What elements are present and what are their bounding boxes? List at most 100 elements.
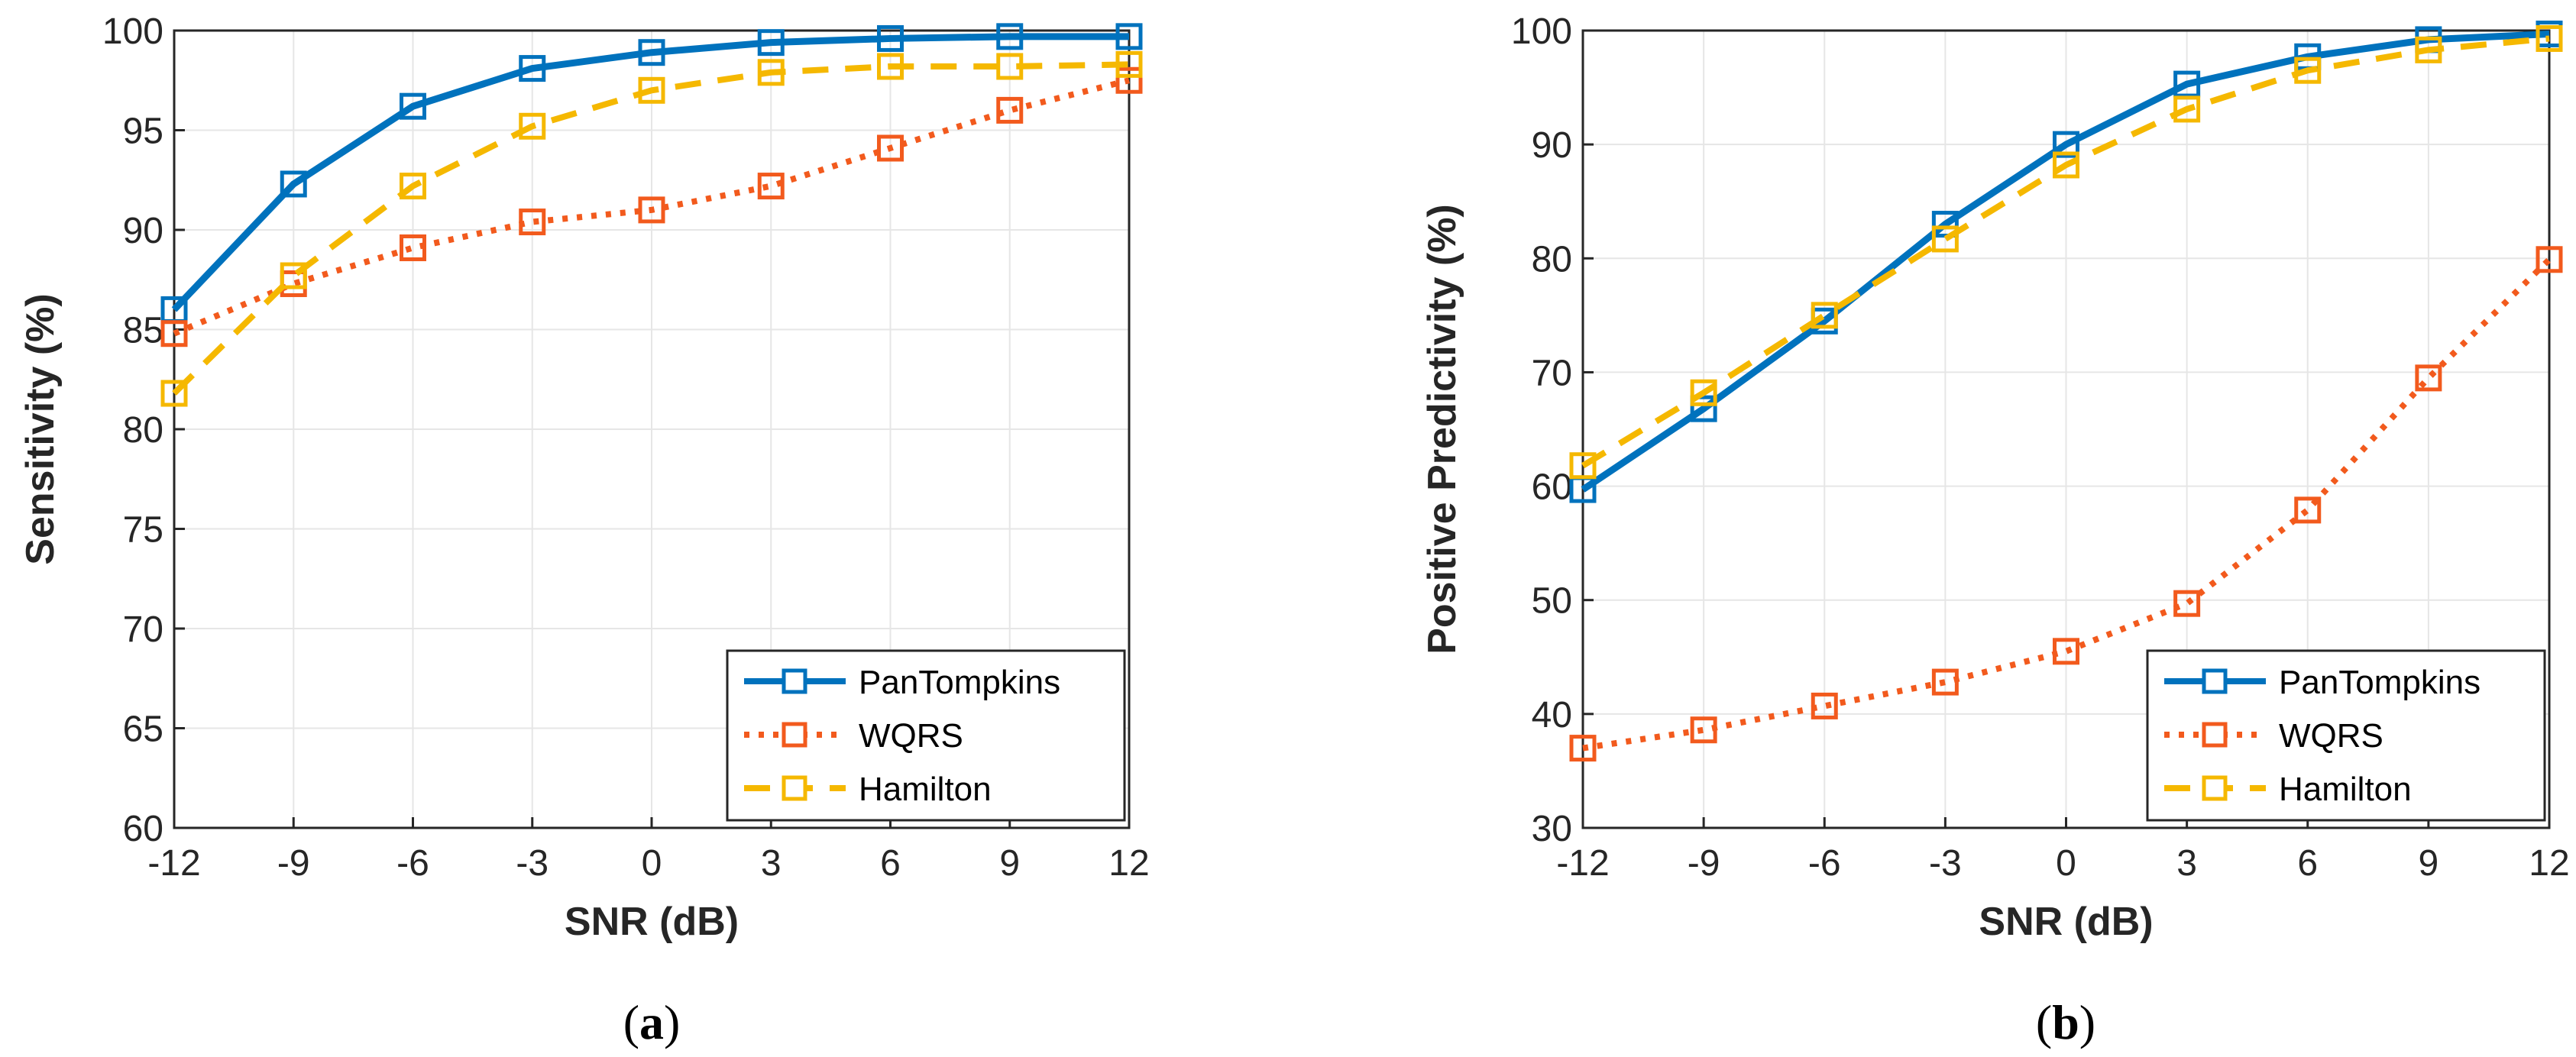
x-axis-label-a: SNR (dB) (565, 900, 739, 944)
x-tick-label: -9 (1688, 843, 1720, 884)
data-point-wqrs (1690, 716, 1717, 744)
data-point-wqrs (1115, 66, 1143, 94)
x-tick-label: -6 (396, 843, 429, 884)
series-a (160, 23, 1143, 407)
legend-label-pantompkins: PanTompkins (2279, 664, 2481, 701)
y-tick-label: 90 (1532, 125, 1572, 166)
x-tick-label: -3 (1929, 843, 1962, 884)
legend-a: PanTompkins WQRS Hamilton (726, 649, 1126, 822)
x-tick-label: 6 (2297, 843, 2318, 884)
y-tick-label: 60 (123, 809, 163, 849)
x-tick-label: 9 (2419, 843, 2439, 884)
legend-label-pantompkins: PanTompkins (859, 664, 1060, 701)
y-tick-label: 70 (123, 609, 163, 650)
data-point-hamilton (1569, 452, 1597, 480)
data-point-hamilton (2536, 24, 2563, 52)
x-tick-label: -12 (147, 843, 200, 884)
y-tick-label: 100 (102, 11, 163, 52)
legend-label-hamilton: Hamilton (859, 771, 992, 808)
data-point-hamilton (519, 112, 546, 140)
x-ticks-b: -12 -9 -6 -3 0 3 6 9 12 (1556, 817, 2570, 884)
series-line-pantompkins (1581, 30, 2550, 493)
series-line-wqrs (1582, 257, 2552, 752)
data-point-pantompkins (877, 24, 904, 52)
x-tick-label: -6 (1808, 843, 1841, 884)
y-tick-label: 95 (123, 112, 163, 152)
data-point-hamilton (2173, 95, 2201, 123)
data-point-pantompkins (996, 23, 1024, 50)
data-point-wqrs (1569, 735, 1597, 762)
x-tick-label: 0 (2056, 843, 2076, 884)
x-ticks-a: -12 -9 -6 -3 0 3 6 9 12 (147, 817, 1150, 884)
data-point-hamilton (2294, 57, 2322, 84)
data-point-wqrs (2294, 496, 2322, 524)
data-point-hamilton (1690, 379, 1717, 406)
caption-b: (b) (2036, 995, 2095, 1049)
data-point-hamilton (996, 53, 1024, 80)
data-point-wqrs (519, 208, 546, 236)
legend-b: PanTompkins WQRS Hamilton (2146, 649, 2546, 822)
legend-marker-wqrs (2202, 722, 2228, 748)
panel-a: 60 65 70 75 80 85 90 95 100 -12 -9 -6 -3 0 3 6 9 12 Sens… (18, 11, 1150, 1049)
caption-b-letter: b (2052, 995, 2079, 1049)
data-point-wqrs (2415, 364, 2442, 392)
data-point-hamilton (2415, 36, 2442, 63)
data-point-pantompkins (1115, 23, 1143, 50)
x-tick-label: 6 (880, 843, 901, 884)
x-tick-label: 3 (2176, 843, 2197, 884)
data-point-pantompkins (638, 39, 665, 66)
data-point-hamilton (757, 59, 785, 86)
y-tick-label: 100 (1511, 11, 1572, 52)
data-point-pantompkins (757, 29, 785, 57)
x-tick-label: -9 (277, 843, 310, 884)
series-line-pantompkins (171, 33, 1129, 312)
y-tick-label: 70 (1532, 353, 1572, 393)
y-tick-label: 80 (123, 410, 163, 451)
data-point-hamilton (638, 76, 665, 104)
x-tick-label: 0 (642, 843, 662, 884)
data-point-wqrs (877, 134, 904, 162)
x-tick-label: 9 (999, 843, 1020, 884)
data-point-pantompkins (2173, 70, 2201, 98)
x-tick-label: 12 (1108, 843, 1149, 884)
x-tick-label: -12 (1556, 843, 1609, 884)
data-point-wqrs (160, 320, 188, 347)
legend-marker-hamilton (782, 775, 807, 801)
data-point-wqrs (2053, 638, 2079, 665)
y-tick-label: 80 (1532, 239, 1572, 280)
y-tick-label: 85 (123, 311, 163, 351)
data-point-pantompkins (400, 92, 426, 120)
data-point-hamilton (1115, 50, 1143, 78)
data-point-hamilton (1811, 302, 1838, 329)
y-tick-label: 90 (123, 211, 163, 251)
y-tick-label: 60 (1532, 467, 1572, 508)
data-point-hamilton (1931, 225, 1959, 253)
y-tick-label: 75 (123, 510, 163, 551)
data-point-pantompkins (280, 170, 307, 198)
legend-marker-pantompkins (2202, 668, 2228, 694)
y-tick-label: 40 (1532, 695, 1572, 735)
caption-a: (a) (623, 995, 681, 1049)
panel-b: 30 40 50 60 70 80 90 100 -12 -9 -6 -3 0 3 6 9 12 Positi… (1420, 11, 2570, 1049)
y-tick-label: 50 (1532, 581, 1572, 622)
y-tick-label: 65 (123, 710, 163, 750)
data-point-hamilton (280, 262, 307, 289)
y-tick-label: 30 (1532, 809, 1572, 849)
y-axis-label-b: Positive Predictivity (%) (1420, 204, 1464, 655)
data-point-wqrs (1811, 692, 1838, 719)
series-line-hamilton (172, 61, 1130, 396)
x-tick-label: -3 (516, 843, 549, 884)
x-axis-label-b: SNR (dB) (1979, 900, 2153, 944)
data-point-pantompkins (1690, 395, 1717, 422)
data-point-wqrs (638, 196, 665, 224)
series-b (1569, 20, 2563, 762)
legend-marker-hamilton (2202, 775, 2228, 801)
legend-label-hamilton: Hamilton (2279, 771, 2412, 808)
legend-marker-pantompkins (782, 668, 807, 694)
data-point-wqrs (757, 173, 785, 200)
legend-marker-wqrs (782, 722, 807, 748)
legend-label-wqrs: WQRS (2279, 717, 2383, 755)
data-point-hamilton (400, 173, 426, 200)
data-point-wqrs (1931, 668, 1959, 696)
